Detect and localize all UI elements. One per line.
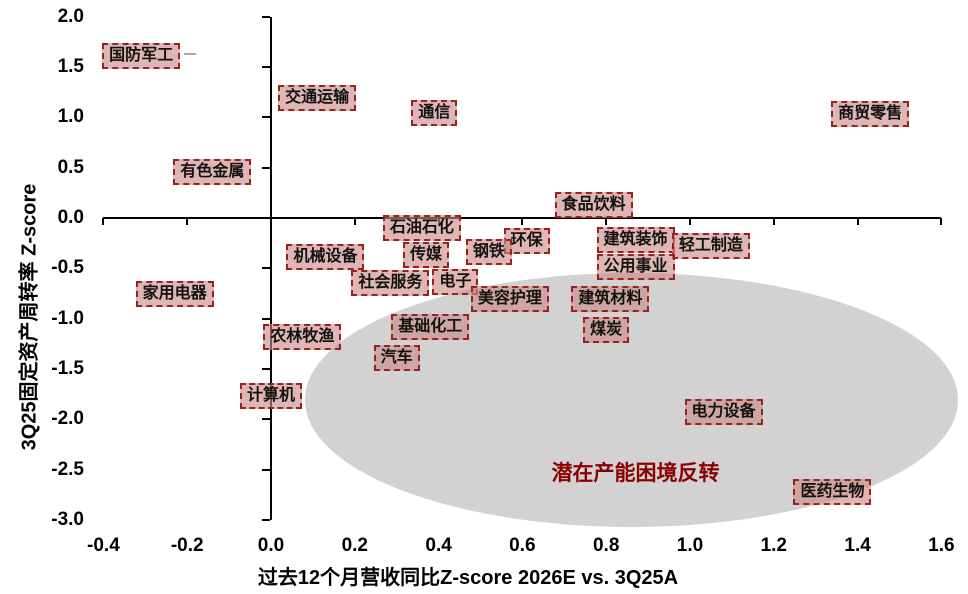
y-tick [262,518,270,521]
industry-label: 电力设备 [684,399,763,426]
industry-label: 公用事业 [596,254,675,281]
industry-label: 国防军工 [102,43,181,70]
industry-label: 商贸零售 [831,101,910,128]
x-tick-label: 0.6 [509,535,536,556]
y-tick-label: -2.5 [51,458,84,480]
industry-label: 计算机 [239,383,303,410]
x-tick-label: -0.2 [170,535,204,556]
x-tick [353,218,356,225]
x-tick [689,218,691,225]
y-tick-label: 1.5 [57,56,84,78]
industry-label: 电子 [432,269,479,296]
y-axis-line [270,16,272,520]
y-tick-label: 0.5 [57,156,84,178]
industry-label: 社会服务 [351,270,430,297]
industry-label: 传媒 [403,242,450,269]
industry-label: 建筑装饰 [596,227,675,254]
x-tick-label: 0.0 [257,535,285,556]
x-tick [102,218,105,225]
industry-label: 医药生物 [793,478,872,505]
x-tick [772,218,775,225]
y-tick-label: -1.5 [51,357,84,379]
x-axis-title: 过去12个月营收同比Z-score 2026E vs. 3Q25A [257,567,679,589]
y-tick [262,317,270,320]
y-tick-label: 0.0 [57,207,84,228]
industry-label: 农林牧渔 [263,323,342,350]
industry-label: 煤炭 [583,316,630,343]
industry-label: 有色金属 [173,158,252,185]
y-tick [262,166,270,169]
y-tick-label: 1.0 [57,106,84,128]
industry-label: 通信 [411,100,458,127]
y-tick [262,66,270,69]
x-tick-label: -0.4 [87,535,120,556]
label-leader-line [184,53,196,55]
industry-label: 石油石化 [382,215,461,242]
y-tick [262,116,270,119]
industry-label: 家用电器 [135,281,214,308]
industry-label: 轻工制造 [671,233,750,260]
y-tick-label: -0.5 [51,257,84,279]
y-tick-label: -1.0 [51,307,84,329]
y-tick [262,468,270,471]
industry-label: 汽车 [373,344,420,371]
industry-label: 交通运输 [278,85,357,112]
x-tick [521,218,524,225]
x-tick-label: 0.4 [425,535,452,556]
x-tick-label: 1.6 [928,535,955,556]
industry-label: 食品饮料 [554,191,633,218]
x-tick [186,218,189,225]
industry-label: 建筑材料 [571,286,650,313]
industry-label: 钢铁 [465,239,512,266]
x-tick-label: 1.0 [676,535,704,556]
industry-label: 机械设备 [286,244,365,271]
x-tick-label: 1.4 [844,535,871,556]
x-tick [605,218,608,225]
x-tick-label: 0.8 [592,535,620,556]
y-tick [262,367,270,370]
y-tick [262,418,270,421]
y-tick [262,267,270,270]
annotation-text: 潜在产能困境反转 [551,461,720,485]
industry-label: 基础化工 [391,313,470,340]
y-tick [262,217,270,219]
x-tick [940,218,943,225]
x-tick-label: 0.2 [341,535,368,556]
y-tick-label: 2.0 [57,5,84,27]
industry-label: 美容护理 [470,286,549,313]
x-tick [856,218,859,225]
x-tick [270,218,272,225]
x-tick-label: 1.2 [760,535,787,556]
y-tick-label: -2.0 [51,408,84,430]
y-tick-label: -3.0 [51,508,84,530]
y-tick [262,15,270,18]
